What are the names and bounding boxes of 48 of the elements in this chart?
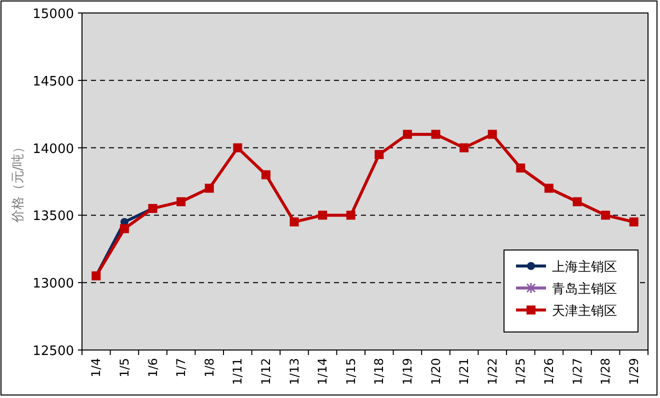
y-tick-label: 12500 <box>32 344 74 359</box>
point <box>488 130 497 139</box>
y-axis-title: 价格（元/吨） <box>11 140 26 224</box>
x-tick-label: 1/5 <box>117 358 132 378</box>
legend-label: 上海主销区 <box>552 259 617 275</box>
y-tick-label: 14500 <box>32 74 74 90</box>
x-tick-label: 1/19 <box>400 358 414 385</box>
x-tick-label: 1/4 <box>89 358 104 378</box>
point <box>120 224 129 234</box>
point <box>233 143 242 152</box>
point <box>261 170 270 180</box>
x-tick-label: 1/28 <box>598 358 613 385</box>
x-tick-label: 1/7 <box>174 358 188 378</box>
x-tick-label: 1/13 <box>287 358 302 385</box>
point <box>176 197 186 206</box>
point <box>318 210 328 220</box>
point <box>601 210 610 220</box>
x-tick-label: 1/20 <box>428 358 443 385</box>
point <box>516 164 526 173</box>
x-tick-label: 1/15 <box>344 358 358 385</box>
y-tick-label: 14000 <box>32 142 74 157</box>
x-tick-label: 1/22 <box>485 358 500 385</box>
x-tick-label: 1/8 <box>202 358 216 378</box>
point <box>346 210 356 220</box>
x-tick-label: 1/12 <box>258 358 273 385</box>
point <box>402 130 412 139</box>
x-tick-label: 1/21 <box>457 358 472 385</box>
x-tick-label: 1/29 <box>626 358 641 385</box>
y-tick-label: 13000 <box>32 276 74 292</box>
point <box>431 130 440 139</box>
x-tick-label: 1/11 <box>230 358 245 385</box>
x-tick-label: 1/27 <box>570 358 584 385</box>
x-tick-label: 1/6 <box>146 358 160 378</box>
legend-label: 天津主销区 <box>552 303 617 319</box>
x-tick-label: 1/26 <box>542 358 556 385</box>
point <box>204 184 214 193</box>
x-tick-label: 1/14 <box>316 358 330 385</box>
y-tick-label: 13500 <box>32 209 74 224</box>
point <box>572 197 582 206</box>
y-tick-label: 15000 <box>32 7 74 22</box>
x-tick-label: 1/25 <box>514 358 528 385</box>
point <box>544 184 554 193</box>
point <box>290 217 299 226</box>
legend-label: 青岛主销区 <box>552 281 617 297</box>
x-tick-label: 1/18 <box>372 358 386 385</box>
point <box>629 217 638 226</box>
point <box>460 143 469 152</box>
point <box>374 150 384 160</box>
